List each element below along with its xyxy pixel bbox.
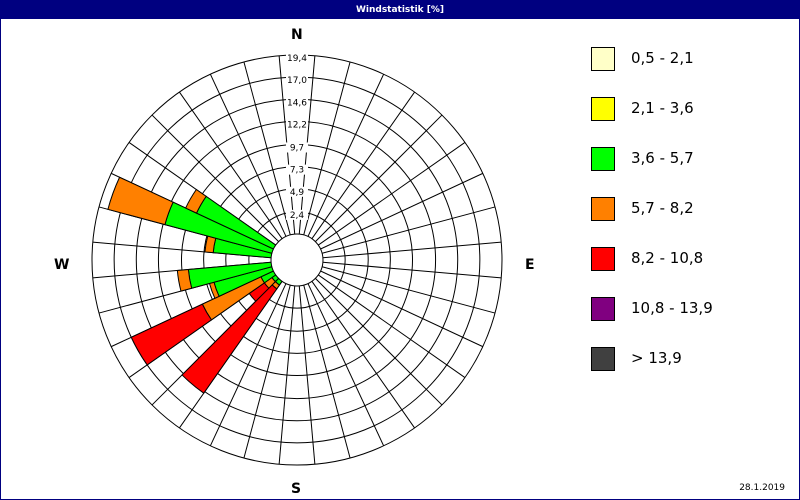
- tick-label-bg: [286, 164, 308, 175]
- grid-spoke: [320, 172, 484, 250]
- date-label: 28.1.2019: [739, 483, 785, 493]
- tick-label-bg: [286, 209, 308, 220]
- grid-spoke: [243, 284, 291, 459]
- east-label: E: [525, 257, 535, 273]
- legend-label: 2,1 - 3,6: [631, 99, 694, 117]
- south-label: S: [291, 481, 302, 497]
- radial-tick-label: 14,6: [287, 98, 307, 108]
- grid-spoke: [322, 241, 502, 259]
- grid-spoke: [318, 274, 466, 378]
- grid-spoke: [298, 285, 316, 465]
- radial-tick-labels: 2,4 4,9 7,3 9,7 12,2 14,6 17,0 19,4: [286, 53, 308, 221]
- legend-swatch: [591, 247, 615, 271]
- legend-label: 10,8 - 13,9: [631, 299, 713, 317]
- legend-label: 3,6 - 5,7: [631, 149, 694, 167]
- grid-spoke: [303, 61, 351, 236]
- legend-swatch: [591, 197, 615, 221]
- wind-bar-segment: [184, 188, 207, 214]
- tick-label-bg: [286, 75, 308, 86]
- grid-spoke: [311, 91, 415, 239]
- west-label: W: [54, 257, 70, 273]
- grid-spoke: [307, 73, 385, 237]
- grid-spoke: [307, 283, 385, 447]
- tick-label-bg: [286, 186, 308, 197]
- legend-swatch: [591, 147, 615, 171]
- radial-tick-label: 9,7: [290, 144, 304, 154]
- wind-bars: [107, 176, 298, 394]
- wind-bar-segment: [181, 284, 278, 394]
- legend-swatch: [591, 297, 615, 321]
- legend-swatch: [591, 47, 615, 71]
- legend-label: > 13,9: [631, 349, 682, 367]
- grid-spoke: [151, 114, 279, 242]
- grid-spoke: [209, 73, 287, 237]
- radial-tick-label: 17,0: [287, 76, 307, 86]
- grid-spoke: [321, 266, 496, 314]
- legend-label: 5,7 - 8,2: [631, 199, 694, 217]
- legend-label: 0,5 - 2,1: [631, 49, 694, 67]
- calm-circle: [270, 233, 324, 287]
- legend-swatch: [591, 347, 615, 371]
- radial-tick-label: 7,3: [290, 166, 304, 176]
- grid-spoke: [322, 261, 502, 279]
- north-label: N: [291, 27, 303, 43]
- wind-bar-segment: [107, 176, 174, 226]
- grid-spoke: [303, 284, 351, 459]
- tick-label-bg: [286, 142, 308, 153]
- grid-spoke: [320, 270, 484, 348]
- grid-spoke: [311, 281, 415, 429]
- window-title: Windstatistik [%]: [1, 1, 799, 19]
- radial-tick-label: 4,9: [290, 188, 305, 198]
- grid-spoke: [179, 91, 283, 239]
- tick-label-bg: [286, 97, 308, 108]
- grid-spoke: [243, 61, 291, 236]
- grid-spoke: [209, 283, 287, 447]
- radial-tick-label: 12,2: [287, 120, 307, 130]
- radial-tick-label: 19,4: [287, 54, 307, 64]
- grid-spoke: [321, 206, 496, 254]
- grid-spoke: [315, 278, 443, 406]
- wind-rose-chart: 2,4 4,9 7,3 9,7 12,2 14,6 17,0 19,4: [91, 53, 503, 466]
- tick-label-bg: [286, 119, 308, 130]
- radial-tick-label: 2,4: [290, 211, 305, 221]
- legend-swatch: [591, 97, 615, 121]
- legend-label: 8,2 - 10,8: [631, 249, 704, 267]
- center-circle: [270, 233, 324, 287]
- tick-label-bg: [286, 53, 308, 63]
- grid-spoke: [315, 114, 443, 242]
- grid-spoke: [318, 142, 466, 246]
- wind-bar-segment: [130, 303, 213, 366]
- grid-spoke: [278, 285, 296, 465]
- wind-bar-segment: [176, 268, 193, 292]
